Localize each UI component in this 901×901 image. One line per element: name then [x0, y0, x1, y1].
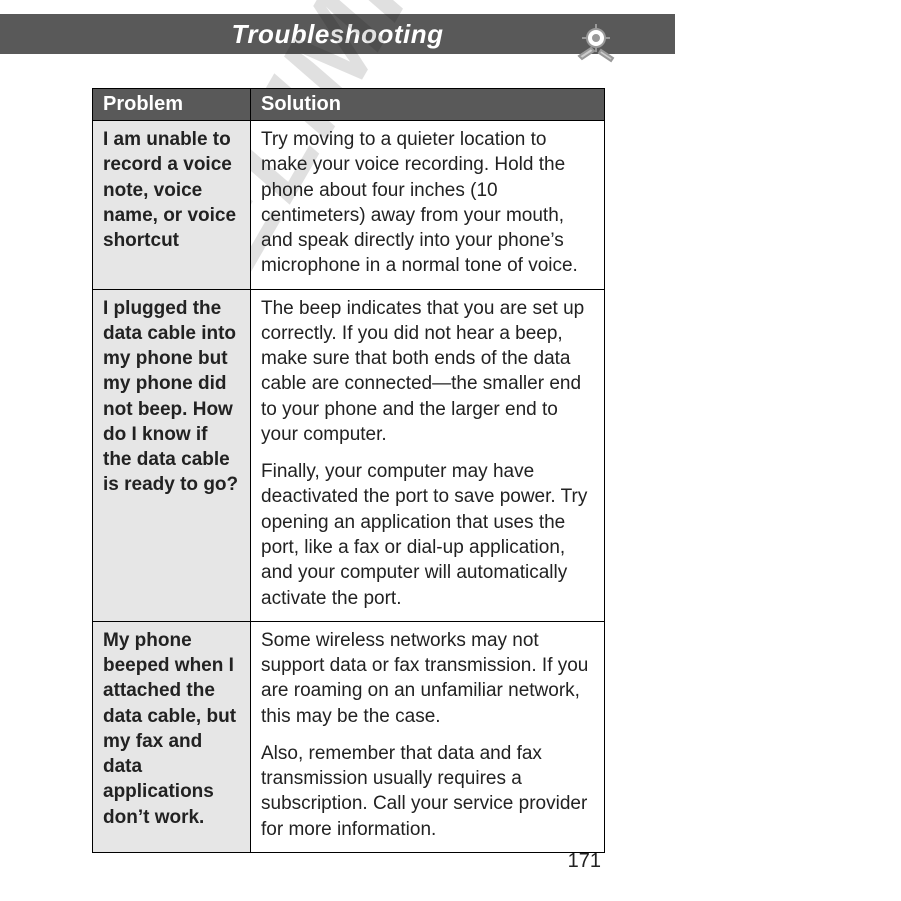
- problem-cell: I plugged the data cable into my phone b…: [93, 289, 251, 621]
- col-header-solution: Solution: [251, 89, 605, 121]
- troubleshooting-table: Problem Solution I am unable to record a…: [92, 88, 605, 853]
- col-header-problem: Problem: [93, 89, 251, 121]
- solution-cell: Try moving to a quieter location to make…: [251, 121, 605, 290]
- problem-cell: My phone beeped when I attached the data…: [93, 621, 251, 852]
- table-row: I am unable to record a voice note, voic…: [93, 121, 605, 290]
- solution-cell: The beep indicates that you are set up c…: [251, 289, 605, 621]
- table-row: My phone beeped when I attached the data…: [93, 621, 605, 852]
- solution-cell: Some wireless networks may not support d…: [251, 621, 605, 852]
- solution-paragraph: Some wireless networks may not support d…: [261, 628, 594, 729]
- tools-icon: [571, 18, 621, 68]
- page-number: 171: [568, 850, 601, 873]
- solution-paragraph: The beep indicates that you are set up c…: [261, 296, 594, 448]
- page-title: Troubleshooting: [231, 19, 443, 50]
- solution-paragraph: Try moving to a quieter location to make…: [261, 127, 594, 279]
- table-row: I plugged the data cable into my phone b…: [93, 289, 605, 621]
- problem-cell: I am unable to record a voice note, voic…: [93, 121, 251, 290]
- solution-paragraph: Also, remember that data and fax transmi…: [261, 741, 594, 842]
- solution-paragraph: Finally, your computer may have deactiva…: [261, 459, 594, 611]
